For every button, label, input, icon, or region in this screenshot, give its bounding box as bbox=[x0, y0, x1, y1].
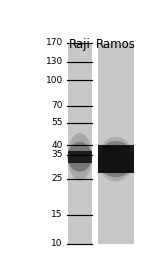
Text: 100: 100 bbox=[46, 76, 63, 85]
Text: 15: 15 bbox=[51, 210, 63, 219]
Text: 40: 40 bbox=[52, 141, 63, 150]
Text: 55: 55 bbox=[51, 118, 63, 127]
FancyBboxPatch shape bbox=[98, 145, 134, 173]
FancyBboxPatch shape bbox=[68, 43, 92, 243]
Text: 70: 70 bbox=[51, 101, 63, 110]
Text: 130: 130 bbox=[46, 57, 63, 66]
FancyBboxPatch shape bbox=[98, 43, 134, 243]
Text: 35: 35 bbox=[51, 150, 63, 159]
Text: 170: 170 bbox=[46, 38, 63, 47]
Ellipse shape bbox=[98, 137, 134, 181]
Text: Raji: Raji bbox=[69, 38, 91, 51]
Text: 10: 10 bbox=[51, 239, 63, 248]
Text: 25: 25 bbox=[52, 174, 63, 183]
FancyBboxPatch shape bbox=[68, 151, 92, 163]
Ellipse shape bbox=[98, 141, 134, 177]
Text: Ramos: Ramos bbox=[96, 38, 136, 51]
Ellipse shape bbox=[68, 142, 92, 172]
Ellipse shape bbox=[68, 133, 92, 181]
